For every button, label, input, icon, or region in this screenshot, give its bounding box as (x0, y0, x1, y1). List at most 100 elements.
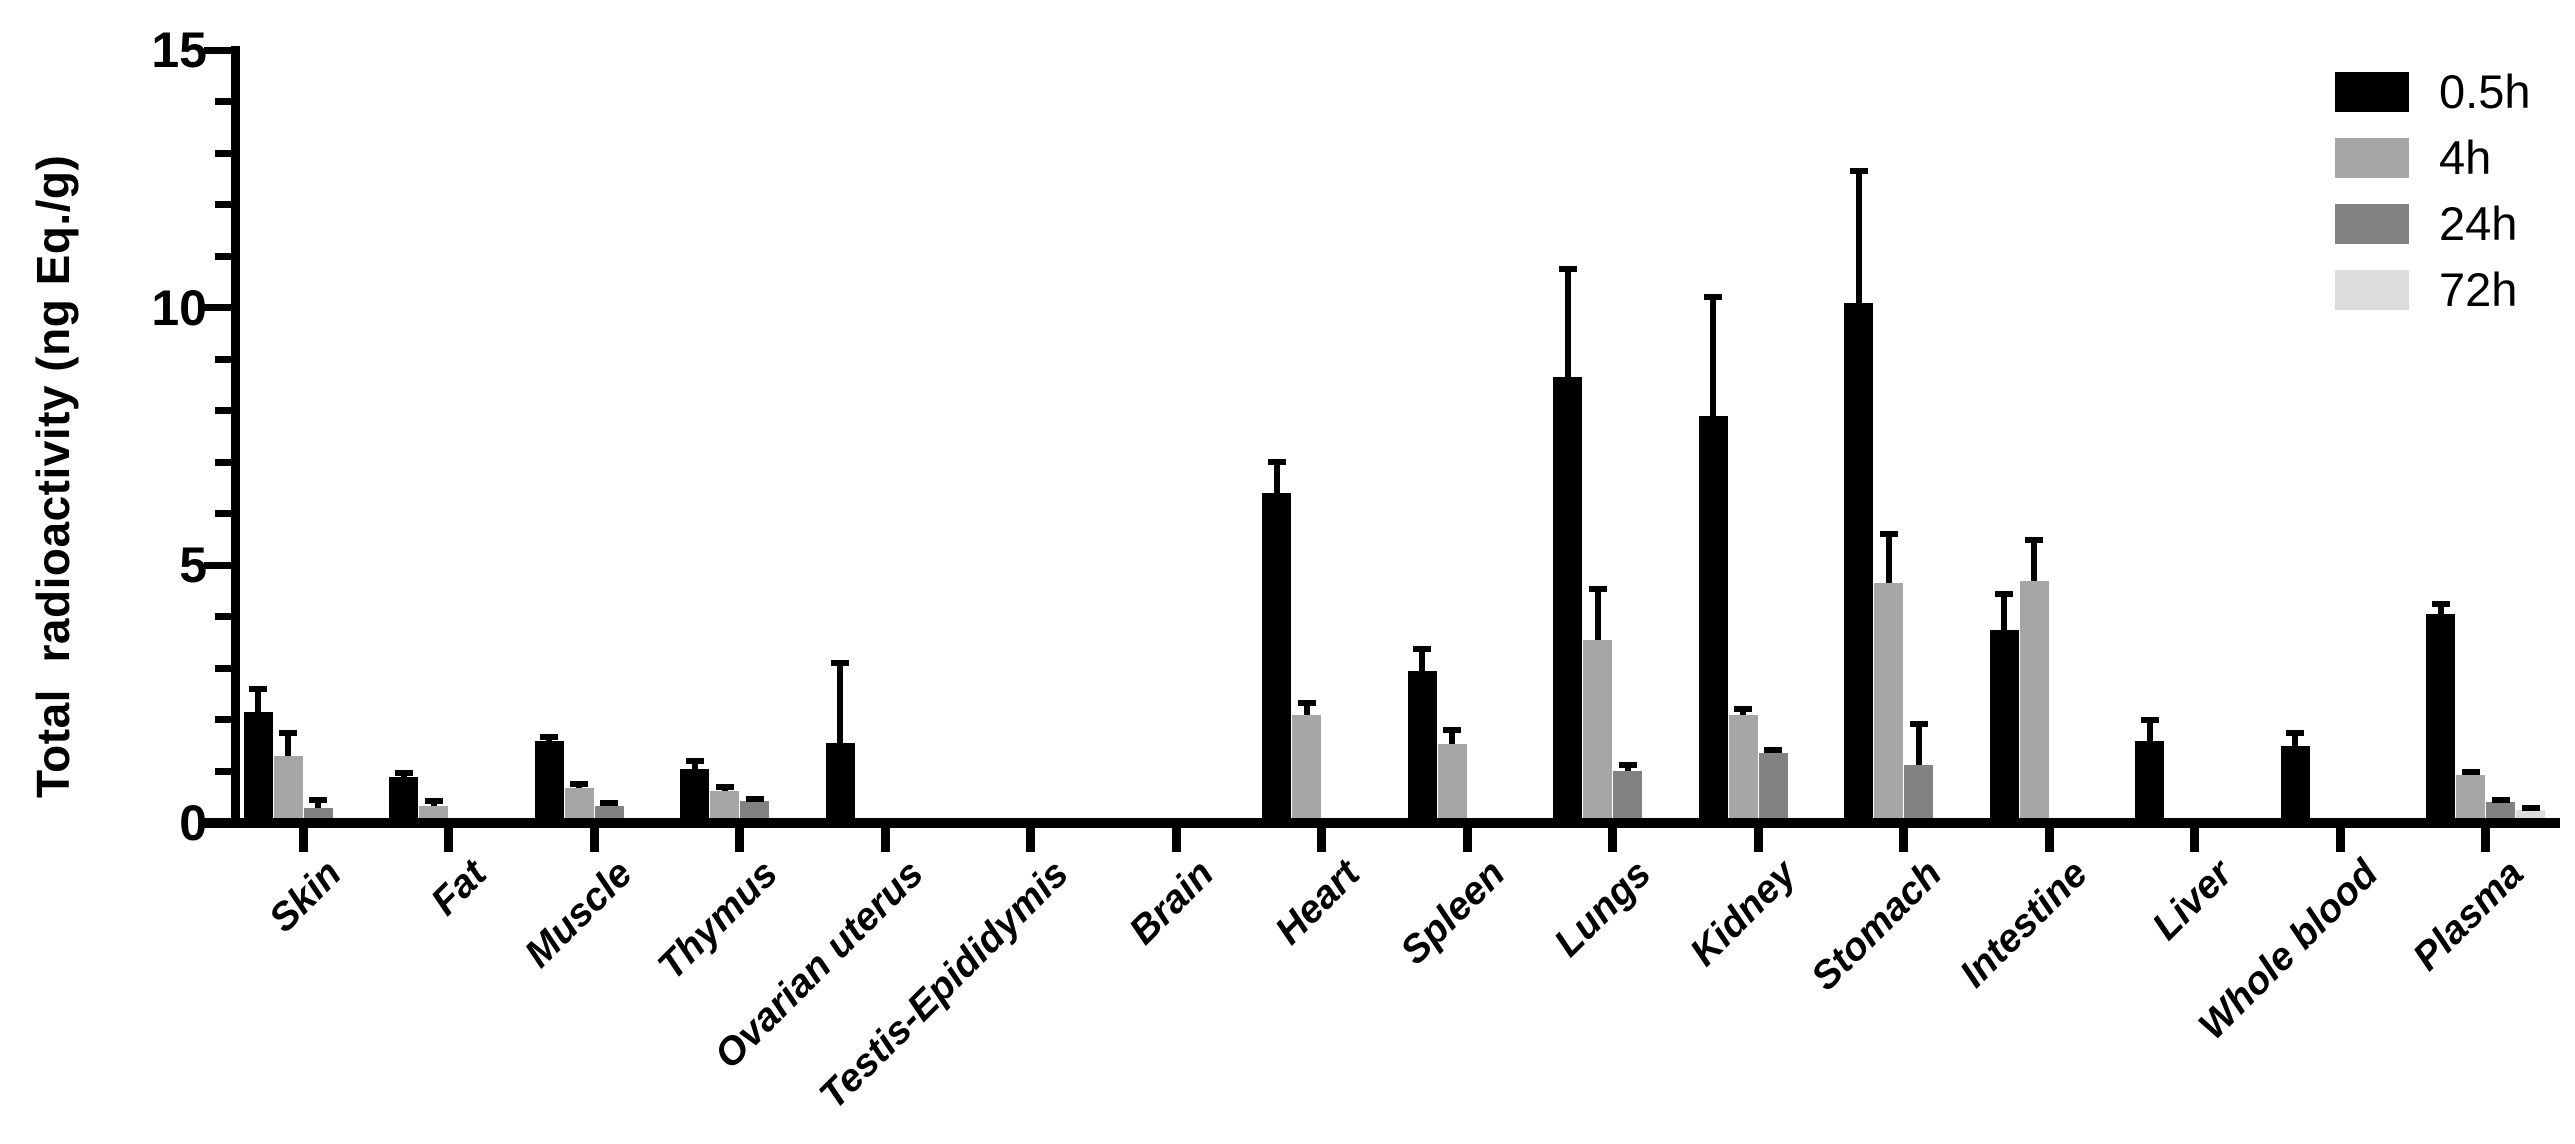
error-cap-thymus-4h (715, 784, 734, 791)
bar-stomach-24h (1904, 764, 1933, 823)
error-cap-muscle-24h (600, 800, 618, 807)
bar-skin-0.5h (243, 712, 273, 823)
bar-thymus-4h (710, 790, 739, 823)
y-major-tick-5 (204, 561, 231, 569)
y-minor-tick-1 (215, 767, 231, 775)
error-cap-spleen-4h (1443, 726, 1461, 733)
error-cap-skin-0.5h (249, 686, 267, 692)
legend-label-24h: 24h (2439, 197, 2518, 250)
error-bar-skin-24h (315, 799, 321, 808)
y-minor-tick-8 (215, 407, 231, 415)
error-cap-lungs-4h (1588, 585, 1607, 592)
error-cap-liver-0.5h (2140, 716, 2159, 723)
y-axis-title: Total radioactivity (ng Eq./g) (27, 154, 79, 798)
bar-whole-blood-0.5h (2280, 745, 2310, 823)
x-tick-1 (444, 828, 453, 852)
y-minor-tick-6 (215, 510, 231, 518)
x-label-stomach: Stomach (1803, 852, 1950, 999)
legend-item-0.5h: 0.5h (2335, 68, 2530, 115)
error-bar-lungs-24h (1624, 765, 1631, 772)
error-cap-lungs-0.5h (1558, 266, 1577, 273)
bar-intestine-4h (2019, 580, 2049, 823)
bar-plasma-24h (2486, 802, 2515, 823)
bar-skin-4h (273, 756, 303, 823)
x-tick-9 (1608, 828, 1617, 852)
x-tick-6 (1171, 828, 1181, 852)
y-minor-tick-14 (215, 98, 231, 106)
legend-swatch-72h (2335, 270, 2409, 310)
x-label-fat: Fat (423, 852, 495, 924)
x-tick-8 (1462, 828, 1472, 852)
x-tick-0 (298, 828, 308, 852)
x-tick-7 (1317, 828, 1326, 852)
error-bar-liver-0.5h (2146, 719, 2153, 741)
bar-thymus-24h (740, 801, 769, 823)
x-tick-3 (735, 828, 744, 852)
x-label-liver: Liver (2144, 852, 2241, 949)
legend-swatch-4h (2335, 138, 2409, 178)
error-cap-kidney-24h (1764, 746, 1782, 753)
error-cap-kidney-4h (1734, 705, 1752, 712)
x-label-plasma: Plasma (2404, 852, 2532, 980)
bar-liver-0.5h (2135, 740, 2164, 823)
x-tick-12 (2044, 828, 2054, 852)
error-cap-fat-0.5h (394, 770, 413, 776)
y-minor-tick-7 (215, 458, 231, 466)
y-major-tick-10 (204, 304, 231, 312)
y-major-tick-15 (204, 46, 231, 54)
error-bar-spleen-4h (1449, 729, 1455, 745)
error-bar-stomach-0.5h (1855, 171, 1862, 303)
x-label-heart: Heart (1266, 852, 1368, 953)
x-label-brain: Brain (1121, 852, 1223, 953)
bar-muscle-0.5h (534, 740, 564, 823)
error-bar-intestine-4h (2031, 539, 2037, 581)
y-minor-tick-11 (215, 252, 231, 260)
error-cap-plasma-0.5h (2431, 600, 2450, 607)
bar-spleen-0.5h (1407, 670, 1437, 823)
x-label-muscle: Muscle (516, 852, 641, 976)
x-label-lungs: Lungs (1545, 852, 1659, 966)
error-cap-stomach-0.5h (1849, 168, 1868, 175)
error-cap-thymus-24h (745, 796, 764, 803)
bar-lungs-24h (1613, 771, 1642, 823)
x-tick-11 (1899, 828, 1908, 852)
x-label-spleen: Spleen (1392, 852, 1514, 973)
error-bar-lungs-4h (1594, 588, 1601, 641)
y-minor-tick-4 (215, 613, 231, 621)
bar-kidney-4h (1728, 714, 1758, 823)
y-minor-tick-12 (215, 201, 231, 209)
error-cap-plasma-24h (2491, 796, 2510, 803)
x-tick-2 (589, 828, 599, 852)
x-tick-14 (2335, 828, 2345, 852)
x-axis-line (204, 818, 2560, 828)
error-cap-skin-4h (279, 729, 297, 736)
error-cap-ovarian-uterus-0.5h (831, 660, 849, 667)
error-cap-plasma-72h (2521, 804, 2540, 811)
error-bar-skin-4h (285, 732, 291, 756)
bar-heart-0.5h (1262, 493, 1291, 823)
y-tick-label-0: 0 (179, 795, 207, 851)
error-bar-kidney-0.5h (1710, 297, 1716, 416)
error-bar-thymus-0.5h (691, 761, 698, 769)
y-tick-label-15: 15 (151, 22, 207, 78)
legend-label-4h: 4h (2439, 131, 2492, 184)
error-cap-muscle-4h (570, 780, 588, 787)
error-bar-spleen-0.5h (1419, 648, 1425, 671)
error-cap-plasma-4h (2461, 768, 2480, 775)
x-label-skin: Skin (260, 852, 350, 941)
error-bar-skin-0.5h (255, 689, 261, 713)
x-label-intestine: Intestine (1951, 852, 2096, 996)
legend-item-72h: 72h (2335, 266, 2530, 313)
error-cap-lungs-24h (1618, 762, 1637, 769)
x-tick-15 (2481, 828, 2490, 852)
legend: 0.5h 4h 24h 72h (2335, 68, 2530, 336)
legend-swatch-24h (2335, 204, 2409, 244)
bar-thymus-0.5h (680, 768, 709, 823)
x-tick-10 (1753, 828, 1763, 852)
bar-intestine-0.5h (1989, 629, 2019, 823)
x-tick-5 (1026, 828, 1035, 852)
error-bar-stomach-24h (1915, 723, 1922, 765)
bar-plasma-4h (2456, 775, 2485, 823)
error-cap-spleen-0.5h (1413, 645, 1431, 652)
legend-swatch-0.5h (2335, 72, 2409, 112)
